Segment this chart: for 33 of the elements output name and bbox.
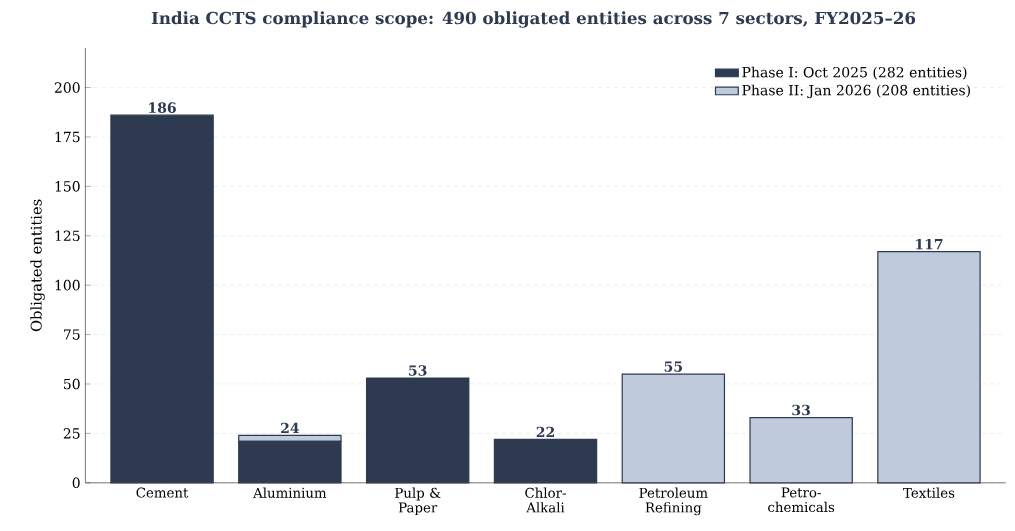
y-axis-title: Obligated entities: [30, 199, 45, 332]
y-tick-label: 25: [63, 428, 80, 439]
x-tick-label: Petro-chemicals: [768, 487, 835, 513]
x-tick-label: Aluminium: [253, 487, 327, 498]
y-tick-label: 75: [64, 329, 80, 340]
y-tick-label: 175: [55, 131, 80, 143]
x-tick-label: Chlor-Alkali: [525, 487, 566, 513]
bar: [365, 377, 470, 484]
total-label: 33: [792, 404, 810, 416]
x-tick-label: Cement: [136, 487, 189, 498]
total-label: 24: [281, 422, 300, 434]
y-tick-label: 100: [55, 279, 80, 291]
legend-label: Phase I: Oct 2025 (282 entities): [742, 66, 967, 80]
total-label: 117: [916, 238, 943, 250]
bar: [877, 251, 981, 484]
bar: [110, 114, 214, 484]
total-label: 22: [536, 426, 554, 438]
chart-title: India CCTS compliance scope: 490 obligated entities across 7 sectors, FY2025–26: [151, 11, 916, 28]
y-tick-label: 0: [72, 477, 80, 489]
total-label: 186: [149, 102, 176, 113]
bar: [749, 417, 853, 484]
bar: [621, 373, 726, 484]
bar: [493, 438, 598, 484]
total-label: 55: [664, 361, 683, 372]
y-tick-label: 125: [55, 230, 80, 242]
x-tick-label: Petroleum Refining: [639, 487, 708, 516]
y-tick-label: 50: [64, 378, 80, 390]
y-tick-label: 200: [54, 82, 80, 93]
x-tick-label: Pulp & Paper: [395, 487, 441, 516]
total-label: 53: [409, 365, 427, 376]
x-tick-label: Textiles: [903, 487, 955, 498]
legend-label: Phase II: Jan 2026 (208 entities): [742, 84, 970, 99]
y-tick-label: 150: [55, 181, 80, 192]
